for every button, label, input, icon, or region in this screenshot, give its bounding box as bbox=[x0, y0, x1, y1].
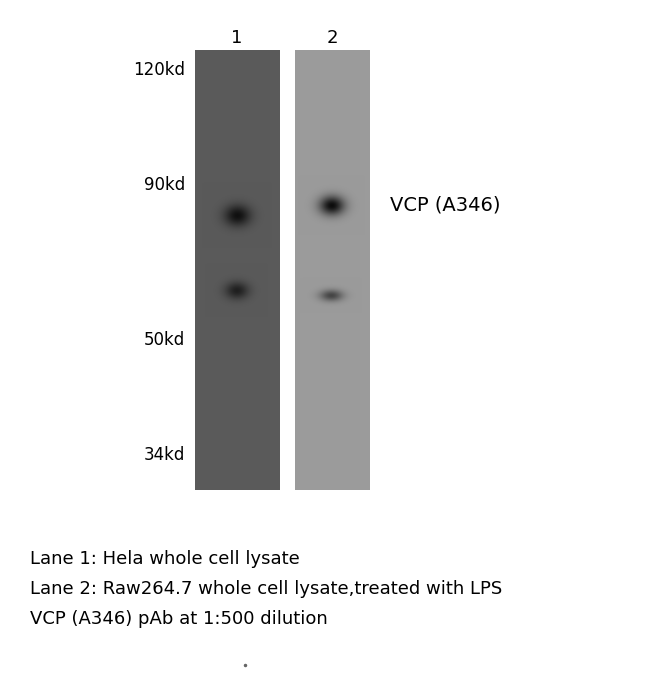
Text: 120kd: 120kd bbox=[133, 61, 185, 79]
Text: 34kd: 34kd bbox=[144, 446, 185, 464]
Text: 1: 1 bbox=[231, 29, 242, 47]
Text: 90kd: 90kd bbox=[144, 176, 185, 194]
Text: 2: 2 bbox=[326, 29, 338, 47]
Text: 50kd: 50kd bbox=[144, 331, 185, 349]
Text: Lane 1: Hela whole cell lysate: Lane 1: Hela whole cell lysate bbox=[30, 550, 300, 568]
Text: VCP (A346) pAb at 1:500 dilution: VCP (A346) pAb at 1:500 dilution bbox=[30, 610, 328, 628]
Text: VCP (A346): VCP (A346) bbox=[390, 196, 500, 214]
Text: Lane 2: Raw264.7 whole cell lysate,treated with LPS: Lane 2: Raw264.7 whole cell lysate,treat… bbox=[30, 580, 502, 598]
